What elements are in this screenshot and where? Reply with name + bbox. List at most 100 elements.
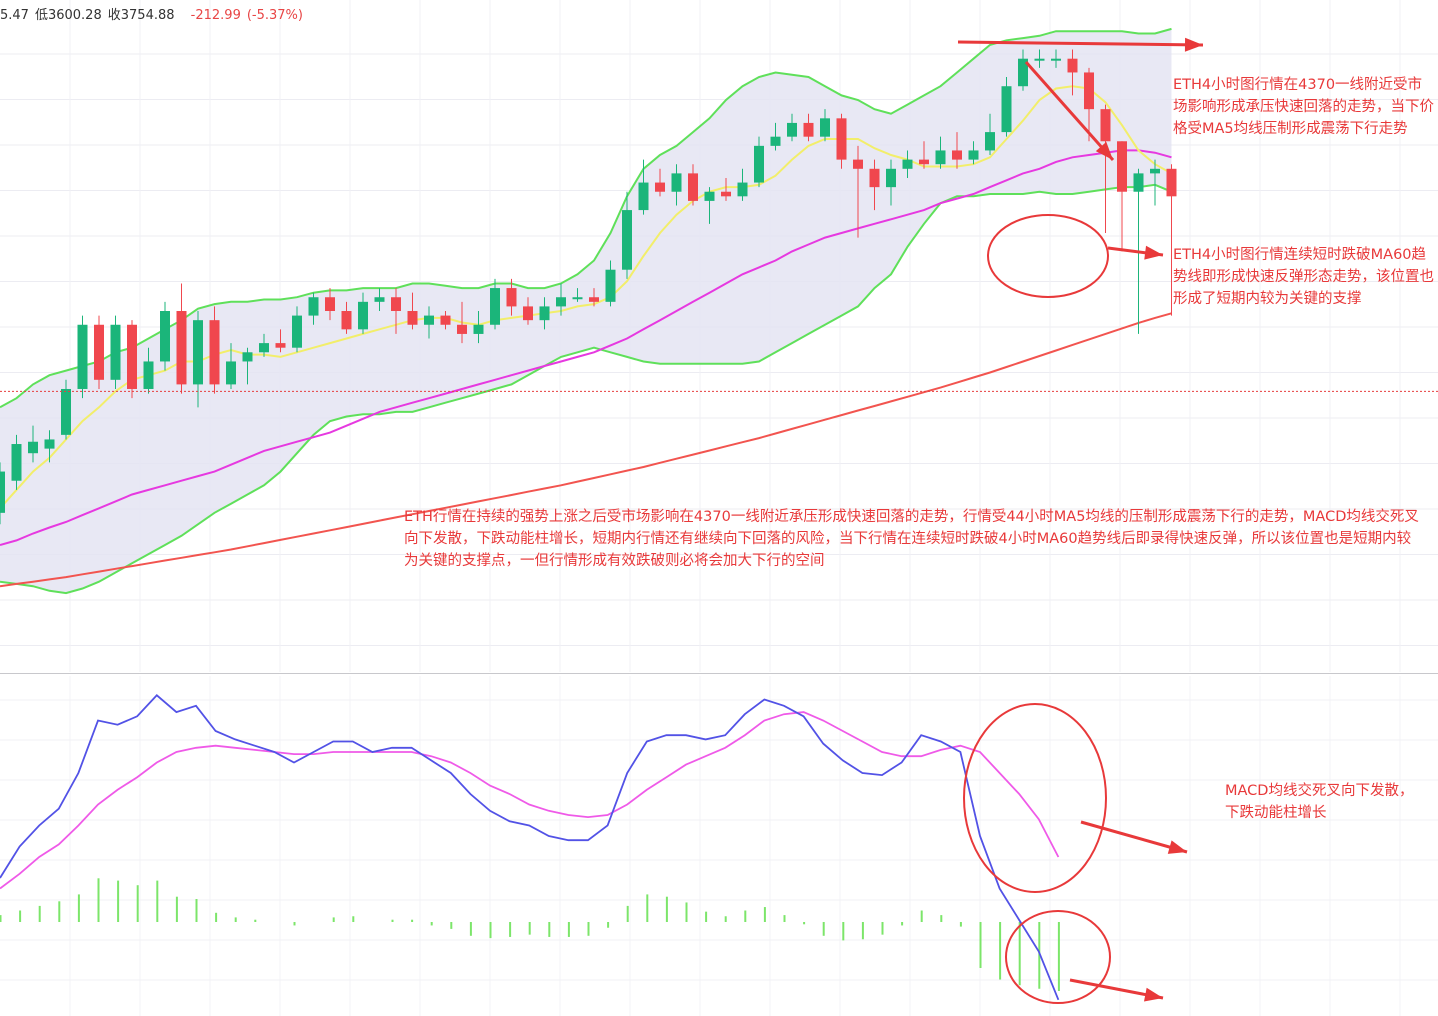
candle-body — [490, 288, 500, 325]
candle-body — [754, 145, 764, 183]
candle-body — [391, 297, 401, 311]
candle-body — [457, 324, 467, 334]
header-open-fragment: 5.47 — [0, 8, 29, 23]
header-change-pct: (-5.37%) — [246, 8, 303, 23]
candles — [0, 49, 1438, 525]
candle-body — [358, 301, 368, 330]
candle-body — [820, 118, 830, 137]
candle-body — [226, 361, 236, 385]
candle-body — [803, 122, 814, 137]
candle-body — [275, 343, 286, 348]
candle-body — [688, 173, 698, 201]
candle-body — [1001, 86, 1012, 133]
ohlc-header: 5.47 低3600.28 收3754.88 -212.99 (-5.37%) — [0, 4, 309, 23]
candle-body — [622, 210, 632, 270]
candle-body — [1051, 58, 1061, 61]
candle-body — [523, 306, 533, 321]
arrow-support-head — [1144, 245, 1163, 260]
candle-body — [110, 324, 121, 380]
candle-body — [589, 297, 599, 302]
arrow-decline-head — [1095, 141, 1113, 160]
candle-body — [308, 297, 319, 316]
ma20-line — [0, 149, 1172, 546]
candle-body — [1166, 168, 1177, 197]
band-lower-line — [0, 183, 1172, 595]
candle-body — [1117, 141, 1127, 192]
candle-body — [737, 182, 748, 197]
arrow-resistance-head — [1184, 37, 1203, 52]
candle-body — [160, 311, 170, 362]
circle-macd-cross — [963, 703, 1107, 893]
candle-body — [506, 288, 517, 307]
candle-body — [440, 315, 451, 325]
candle-body — [61, 388, 71, 435]
candle-body — [292, 315, 302, 348]
candle-body — [0, 471, 5, 513]
candle-body — [94, 324, 104, 380]
circle-histogram — [1005, 910, 1111, 1004]
arrow-macd-cross-head — [1167, 840, 1187, 854]
candle-body — [952, 150, 962, 160]
candle-body — [985, 132, 995, 151]
header-close-value: 3754.88 — [120, 8, 175, 23]
candle-body — [1133, 173, 1144, 192]
macd-panel — [0, 694, 1060, 1001]
arrow-decline — [1024, 61, 1115, 161]
candle-body — [28, 441, 38, 454]
annotation-macd: MACD均线交死叉向下发散，下跌动能柱增长 — [1225, 783, 1414, 821]
candle-body — [935, 150, 946, 165]
candle-body — [325, 297, 335, 311]
candle-body — [77, 324, 88, 389]
candle-body — [572, 297, 583, 300]
ma60-line — [0, 312, 1172, 588]
candle-body — [374, 297, 385, 302]
candle-body — [242, 352, 253, 362]
candle-body — [259, 343, 269, 353]
candle-body — [209, 320, 220, 385]
candle-body — [127, 324, 137, 389]
candle-body — [869, 168, 880, 188]
candle-body — [655, 182, 665, 192]
circle-ma60-support — [987, 214, 1109, 298]
candle-body — [853, 159, 863, 169]
candle-body — [539, 306, 550, 321]
annotation-overlay — [957, 37, 1204, 1004]
arrow-macd-cross — [1080, 820, 1188, 854]
candle-body — [1034, 58, 1045, 61]
candle-body — [44, 439, 55, 449]
annotation-mid: ETH4小时图行情连续短时跌破MA60趋势线即形成快速反弹形态走势，该位置也形成… — [1173, 247, 1434, 307]
candle-body — [341, 311, 352, 330]
candle-body — [919, 159, 929, 165]
candle-body — [407, 311, 418, 325]
annotation-top: ETH4小时图行情在4370一线附近受市场影响形成承压快速回落的走势，当下价格受… — [1173, 77, 1434, 137]
candle-body — [836, 118, 847, 160]
candle-body — [787, 122, 797, 137]
candle-body — [143, 361, 154, 389]
candle-body — [176, 311, 187, 385]
candle-body — [473, 324, 484, 334]
band-upper-line — [0, 27, 1172, 409]
candle-body — [1150, 168, 1160, 174]
header-low-label: 低 — [34, 8, 48, 23]
candle-body — [721, 191, 731, 197]
candle-body — [902, 159, 913, 169]
arrow-histogram-head — [1143, 987, 1163, 1002]
candle-body — [638, 182, 649, 211]
candle-body — [1084, 72, 1094, 110]
candle-body — [671, 173, 682, 192]
candle-body — [968, 150, 979, 160]
candle-body — [770, 136, 781, 146]
candle-body — [605, 269, 616, 302]
candle-body — [1100, 109, 1111, 142]
candle-body — [11, 444, 22, 481]
candle-body — [1018, 58, 1028, 87]
arrow-resistance — [957, 40, 1204, 47]
header-close-label: 收 — [107, 8, 121, 23]
candle-body — [886, 168, 896, 188]
candle-body — [1067, 58, 1078, 73]
candle-body — [704, 191, 715, 201]
macd-dea-line — [0, 711, 1060, 890]
header-change: -212.99 — [190, 8, 241, 23]
